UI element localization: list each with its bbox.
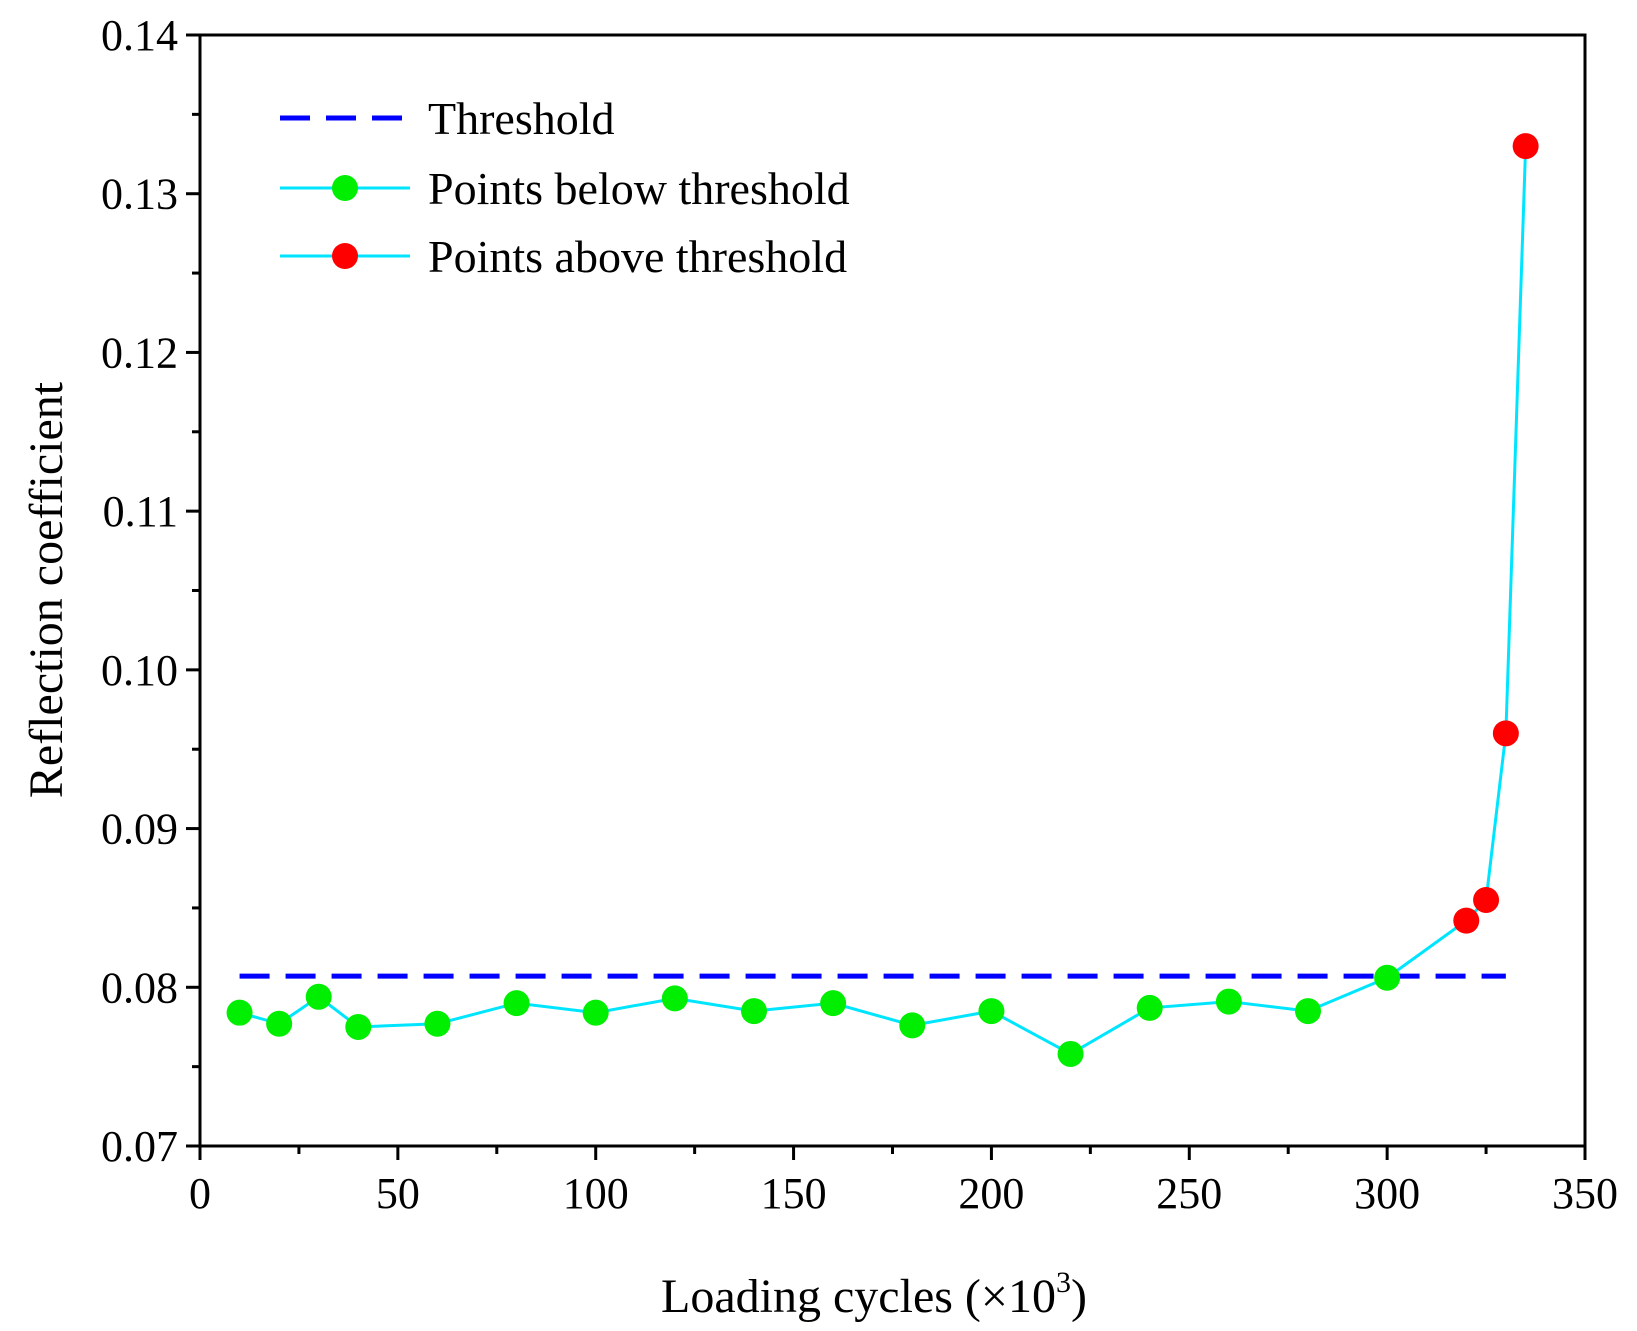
series-line [239,146,1528,1056]
x-axis-title-main: Loading cycles (×10 [661,1270,1056,1323]
x-axis-title-suffix: ) [1071,1270,1087,1323]
x-axis-title: Loading cycles (×103) [661,1266,1087,1323]
x-tick-label: 150 [761,1169,827,1218]
y-tick-label: 0.11 [103,487,178,536]
point-below-threshold [1136,994,1163,1021]
legend-series-label: Points above threshold [428,231,847,282]
y-tick-label: 0.13 [101,170,178,219]
x-tick-label: 100 [563,1169,629,1218]
point-below-threshold [741,998,767,1025]
y-tick-label: 0.14 [101,11,178,60]
y-tick-label: 0.10 [101,646,178,695]
point-below-threshold [1295,998,1321,1025]
point-below-threshold [582,999,609,1026]
point-below-threshold [1057,1040,1084,1067]
legend: Threshold Points below threshold Points ab… [280,93,850,282]
point-below-threshold [345,1013,372,1040]
x-tick-label: 0 [189,1169,211,1218]
x-axis-title-exponent: 3 [1056,1266,1071,1299]
point-below-threshold [424,1010,451,1037]
x-tick-label: 50 [376,1169,420,1218]
x-tick-label: 200 [958,1169,1024,1218]
x-tick-label: 300 [1354,1169,1420,1218]
point-below-threshold [266,1010,293,1037]
y-tick-label: 0.09 [101,805,178,854]
point-above-threshold [1512,133,1539,160]
point-below-threshold [1374,964,1401,991]
x-tick-label: 250 [1156,1169,1222,1218]
legend-threshold-label: Threshold [428,93,615,144]
legend-marker-swatch [332,243,358,269]
data-layer [226,133,1539,1067]
point-above-threshold [1473,886,1500,913]
legend-marker-swatch [332,175,358,201]
point-below-threshold [1215,988,1242,1015]
y-axis-title: Reflection coefficient [20,381,73,798]
point-below-threshold [503,990,530,1017]
x-tick-label: 350 [1552,1169,1618,1218]
axes: 0 50 100 150 200 250 300 350 0.07 0.08 0.09 0.10 0.1… [101,11,1618,1218]
point-below-threshold [978,998,1005,1025]
legend-series-label: Points below threshold [428,163,850,214]
y-tick-label: 0.08 [101,963,178,1012]
point-below-threshold [899,1012,926,1039]
point-below-threshold [820,990,847,1017]
point-below-threshold [661,985,688,1012]
point-above-threshold [1453,907,1480,934]
point-above-threshold [1492,720,1519,747]
y-tick-label: 0.12 [101,328,178,377]
point-below-threshold [226,999,253,1026]
y-tick-label: 0.07 [101,1122,178,1171]
point-below-threshold [305,983,332,1010]
